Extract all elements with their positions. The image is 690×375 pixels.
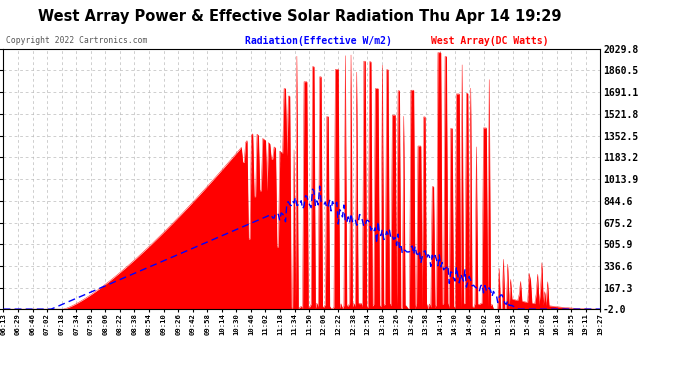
- Text: West Array(DC Watts): West Array(DC Watts): [431, 36, 549, 46]
- Text: Copyright 2022 Cartronics.com: Copyright 2022 Cartronics.com: [6, 36, 147, 45]
- Text: Radiation(Effective W/m2): Radiation(Effective W/m2): [245, 36, 392, 46]
- Text: West Array Power & Effective Solar Radiation Thu Apr 14 19:29: West Array Power & Effective Solar Radia…: [39, 9, 562, 24]
